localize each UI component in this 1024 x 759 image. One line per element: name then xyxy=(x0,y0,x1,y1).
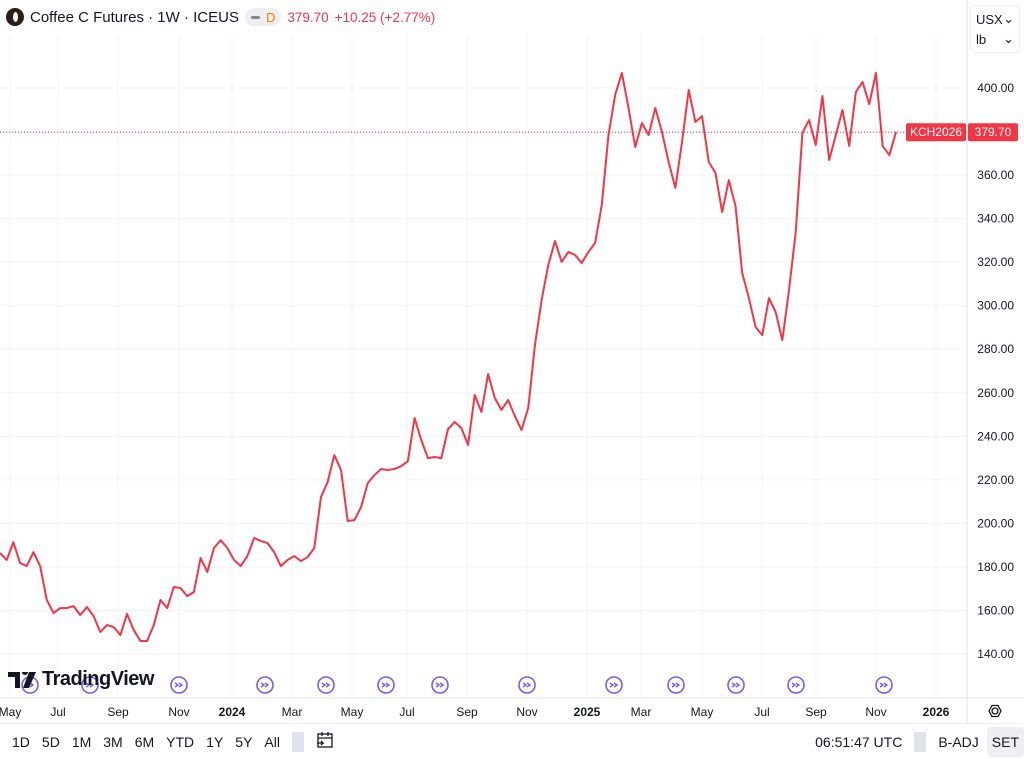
time-axis-label: Mar xyxy=(631,705,652,719)
market-status-badge[interactable]: D xyxy=(244,8,282,26)
time-axis-label: Nov xyxy=(516,705,537,719)
currency-value: USX xyxy=(976,11,1003,27)
clock-time[interactable]: 06:51:47 UTC xyxy=(815,733,903,750)
delayed-badge: D xyxy=(265,9,276,25)
event-arrow-icon xyxy=(731,682,741,688)
event-arrow-icon xyxy=(85,682,95,688)
price-axis-label: 400.00 xyxy=(977,81,1014,95)
back-adjust-toggle[interactable]: B-ADJ xyxy=(938,733,979,750)
price-axis-label: 260.00 xyxy=(977,386,1014,400)
event-arrow-icon xyxy=(671,682,681,688)
tradingview-watermark[interactable]: TradingView xyxy=(8,668,154,691)
minus-icon xyxy=(250,15,260,19)
last-price: 379.70 xyxy=(287,9,329,25)
range-1m[interactable]: 1M xyxy=(71,733,92,750)
time-axis-label: 2026 xyxy=(923,705,950,719)
range-1y[interactable]: 1Y xyxy=(206,733,224,750)
symbol-label-box xyxy=(906,123,966,142)
divider xyxy=(291,731,304,752)
currency-select[interactable]: USX ⌄ xyxy=(976,9,1014,29)
event-arrow-icon xyxy=(381,682,391,688)
time-axis-label: May xyxy=(0,705,21,719)
time-axis-label: Jul xyxy=(399,705,414,719)
settlement-toggle[interactable]: SET xyxy=(986,726,1024,757)
coffee-logo-icon xyxy=(6,8,24,26)
price-axis-label: 240.00 xyxy=(977,429,1014,443)
range-1d[interactable]: 1D xyxy=(12,733,30,750)
watermark-text: TradingView xyxy=(42,668,154,690)
time-axis-label: May xyxy=(341,705,364,719)
price-axis-label: 200.00 xyxy=(977,516,1014,530)
range-3m[interactable]: 3M xyxy=(103,733,123,750)
range-all[interactable]: All xyxy=(264,733,280,750)
price-label-box xyxy=(968,123,1018,142)
event-arrow-icon xyxy=(791,682,801,688)
event-arrow-icon xyxy=(260,682,270,688)
chevron-down-icon: ⌄ xyxy=(1003,11,1014,26)
symbol-label: KCH2026 xyxy=(910,125,962,139)
time-axis-label: 2025 xyxy=(574,705,601,719)
time-axis-label: Mar xyxy=(282,705,303,719)
price-change: +10.25 (+2.77%) xyxy=(334,9,436,25)
go-to-date-icon[interactable] xyxy=(310,731,340,752)
time-axis-label: Jul xyxy=(50,705,65,719)
time-axis-label: 2024 xyxy=(219,705,246,719)
time-axis-label: Nov xyxy=(865,705,886,719)
settings-icon[interactable] xyxy=(988,704,1002,718)
settings-icon[interactable] xyxy=(991,707,999,715)
event-arrow-icon xyxy=(321,682,331,688)
measure-value: lb xyxy=(976,31,987,47)
unit-selector[interactable]: USX ⌄ lb ⌄ xyxy=(970,5,1020,53)
time-axis-label: Sep xyxy=(107,705,129,719)
price-axis-label: 320.00 xyxy=(977,255,1014,269)
chevron-down-icon: ⌄ xyxy=(1003,31,1014,46)
time-axis-label: Jul xyxy=(754,705,769,719)
time-axis-label: May xyxy=(691,705,714,719)
price-axis-label: 180.00 xyxy=(977,560,1014,574)
range-ytd[interactable]: YTD xyxy=(166,733,195,750)
price-axis-label: 220.00 xyxy=(977,473,1014,487)
time-axis-label: Sep xyxy=(805,705,827,719)
chart-header: Coffee C Futures · 1W · ICEUS D 379.70 +… xyxy=(6,6,435,28)
price-axis-label: 340.00 xyxy=(977,212,1014,226)
divider xyxy=(914,731,927,752)
price-axis-label: 300.00 xyxy=(977,299,1014,313)
price-axis-label: 280.00 xyxy=(977,342,1014,356)
range-5y[interactable]: 5Y xyxy=(235,733,253,750)
range-5d[interactable]: 5D xyxy=(41,733,60,750)
event-arrow-icon xyxy=(174,682,184,688)
price-chart[interactable]: 140.00 160.00 180.00 200.00 220.00 240.00 260.… xyxy=(0,0,1024,724)
price-series-line xyxy=(0,71,897,642)
event-arrow-icon xyxy=(522,682,532,688)
bottom-toolbar: 1D 5D 1M 3M 6M YTD 1Y 5Y All 06:51:47 UT… xyxy=(0,724,1024,759)
price-label: 379.70 xyxy=(975,125,1012,139)
event-arrow-icon xyxy=(435,682,445,688)
measure-select[interactable]: lb ⌄ xyxy=(976,29,1014,49)
time-axis-label: Sep xyxy=(456,705,478,719)
tradingview-logo-icon xyxy=(8,671,36,688)
price-axis-label: 160.00 xyxy=(977,603,1014,617)
symbol-title[interactable]: Coffee C Futures · 1W · ICEUS xyxy=(30,8,239,26)
event-arrow-icon xyxy=(609,682,619,688)
price-axis-label: 360.00 xyxy=(977,168,1014,182)
range-6m[interactable]: 6M xyxy=(134,733,155,750)
event-arrow-icon xyxy=(879,682,889,688)
time-axis-label: Nov xyxy=(168,705,189,719)
price-axis-label: 140.00 xyxy=(977,647,1014,661)
